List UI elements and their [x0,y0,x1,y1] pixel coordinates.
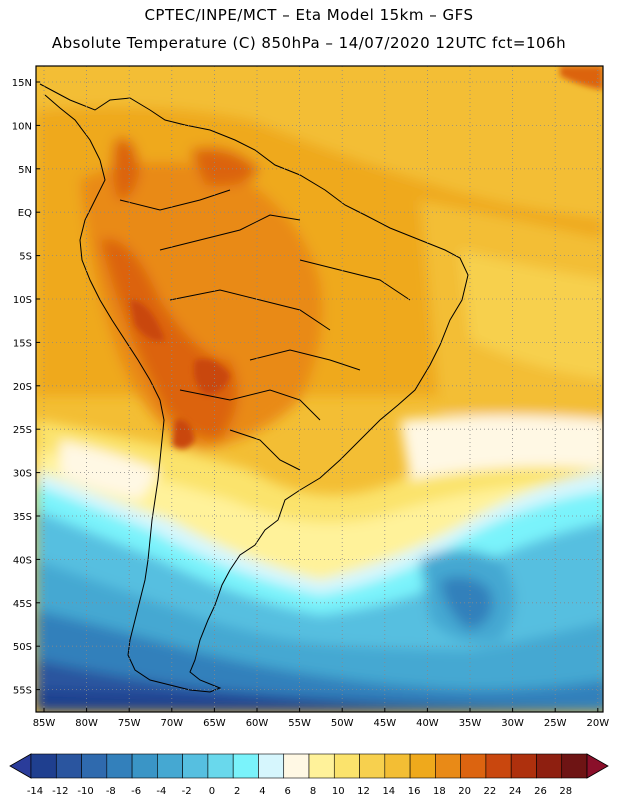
latitude-label: 10N [12,121,32,132]
colorbar-swatch [384,753,411,779]
colorbar-swatch [409,753,436,779]
colorbar-label: 22 [484,786,497,797]
longitude-label: 40W [416,718,439,729]
latitude-label: 15S [13,338,32,349]
latitude-label: 50S [13,642,32,653]
longitude-labels: 85W 80W 75W 70W 65W 60W 55W 50W 45W 40W 35W 30W 25W 2… [33,708,609,729]
colorbar-label: 10 [332,786,345,797]
colorbar-under-arrow [9,753,32,779]
colorbar-over-arrow [586,753,609,779]
colorbar-swatch [359,753,386,779]
colorbar-swatch [485,753,512,779]
latitude-label: 45S [13,599,32,610]
longitude-label: 70W [160,718,183,729]
colorbar-label: 16 [408,786,421,797]
latitude-label: 25S [13,425,32,436]
longitude-label: 80W [75,718,98,729]
latitude-label: 30S [13,469,32,480]
latitude-labels: 15N 10N 5N EQ 5S 10S 15S 20S 25S 30S 35S 40S 45S 50S 5… [12,78,40,697]
latitude-label: 40S [13,555,32,566]
longitude-label: 65W [203,718,226,729]
colorbar-label: 12 [357,786,370,797]
longitude-label: 30W [501,718,524,729]
map-frame [35,65,604,713]
longitude-label: 75W [118,718,141,729]
map-title-line-2: Absolute Temperature (C) 850hPa – 14/07/… [51,34,567,52]
colorbar-swatch [182,753,209,779]
latitude-label: 5N [18,165,32,176]
latitude-label: EQ [18,208,32,219]
longitude-label: 85W [33,718,56,729]
colorbar-swatch [460,753,487,779]
colorbar-label: -4 [156,786,166,797]
colorbar-label: 0 [209,786,215,797]
latitude-label: 55S [13,686,32,697]
colorbar-swatch [157,753,183,779]
graticule [36,66,603,712]
latitude-label: 20S [13,382,32,393]
longitude-label: 55W [288,718,311,729]
colorbar-label: 26 [534,786,547,797]
colorbar-swatch [81,753,108,779]
temperature-field [36,66,603,712]
colorbar-swatch [131,753,158,779]
colorbar-swatch [510,753,537,779]
colorbar-swatch [308,753,335,779]
colorbar-swatch [536,753,563,779]
longitude-label: 45W [373,718,396,729]
colorbar-swatch [30,753,57,779]
colorbar-label: 4 [259,786,265,797]
longitude-label: 20W [586,718,609,729]
longitude-label: 60W [246,718,269,729]
latitude-label: 5S [19,252,32,263]
latitude-label: 35S [13,512,32,523]
latitude-label: 10S [13,295,32,306]
colorbar-label: -2 [182,786,192,797]
colorbar-label: -12 [52,786,68,797]
colorbar-label: 2 [234,786,240,797]
colorbar-swatch [258,753,285,779]
colorbar-swatch [283,753,310,779]
latitude-label: 15N [12,78,32,89]
colorbar-swatch [232,753,259,779]
colorbar-swatch [561,753,588,779]
colorbar-label: -10 [77,786,93,797]
colorbar-label: 8 [310,786,316,797]
map-title-line-1: CPTEC/INPE/MCT – Eta Model 15km – GFS [144,6,474,24]
colorbar-label: -8 [106,786,116,797]
colorbar-label: 24 [509,786,522,797]
colorbar-swatch [106,753,133,779]
colorbar-label: -6 [131,786,141,797]
colorbar-swatch [435,753,461,779]
colorbar-label: 20 [458,786,471,797]
colorbar-label: 28 [559,786,572,797]
colorbar-swatch [207,753,234,779]
colorbar-swatch [55,753,82,779]
longitude-label: 25W [544,718,567,729]
colorbar-label: 18 [433,786,446,797]
colorbar-swatch [333,753,360,779]
colorbar-label: 6 [285,786,291,797]
colorbar-label: 14 [382,786,395,797]
longitude-label: 50W [331,718,354,729]
colorbar-label: -14 [27,786,43,797]
longitude-label: 35W [459,718,482,729]
colorbar: -14 -12 -10 -8 -6 -4 -2 0 2 4 6 8 10 12 14 16 18 20 22 24 26… [9,753,609,797]
